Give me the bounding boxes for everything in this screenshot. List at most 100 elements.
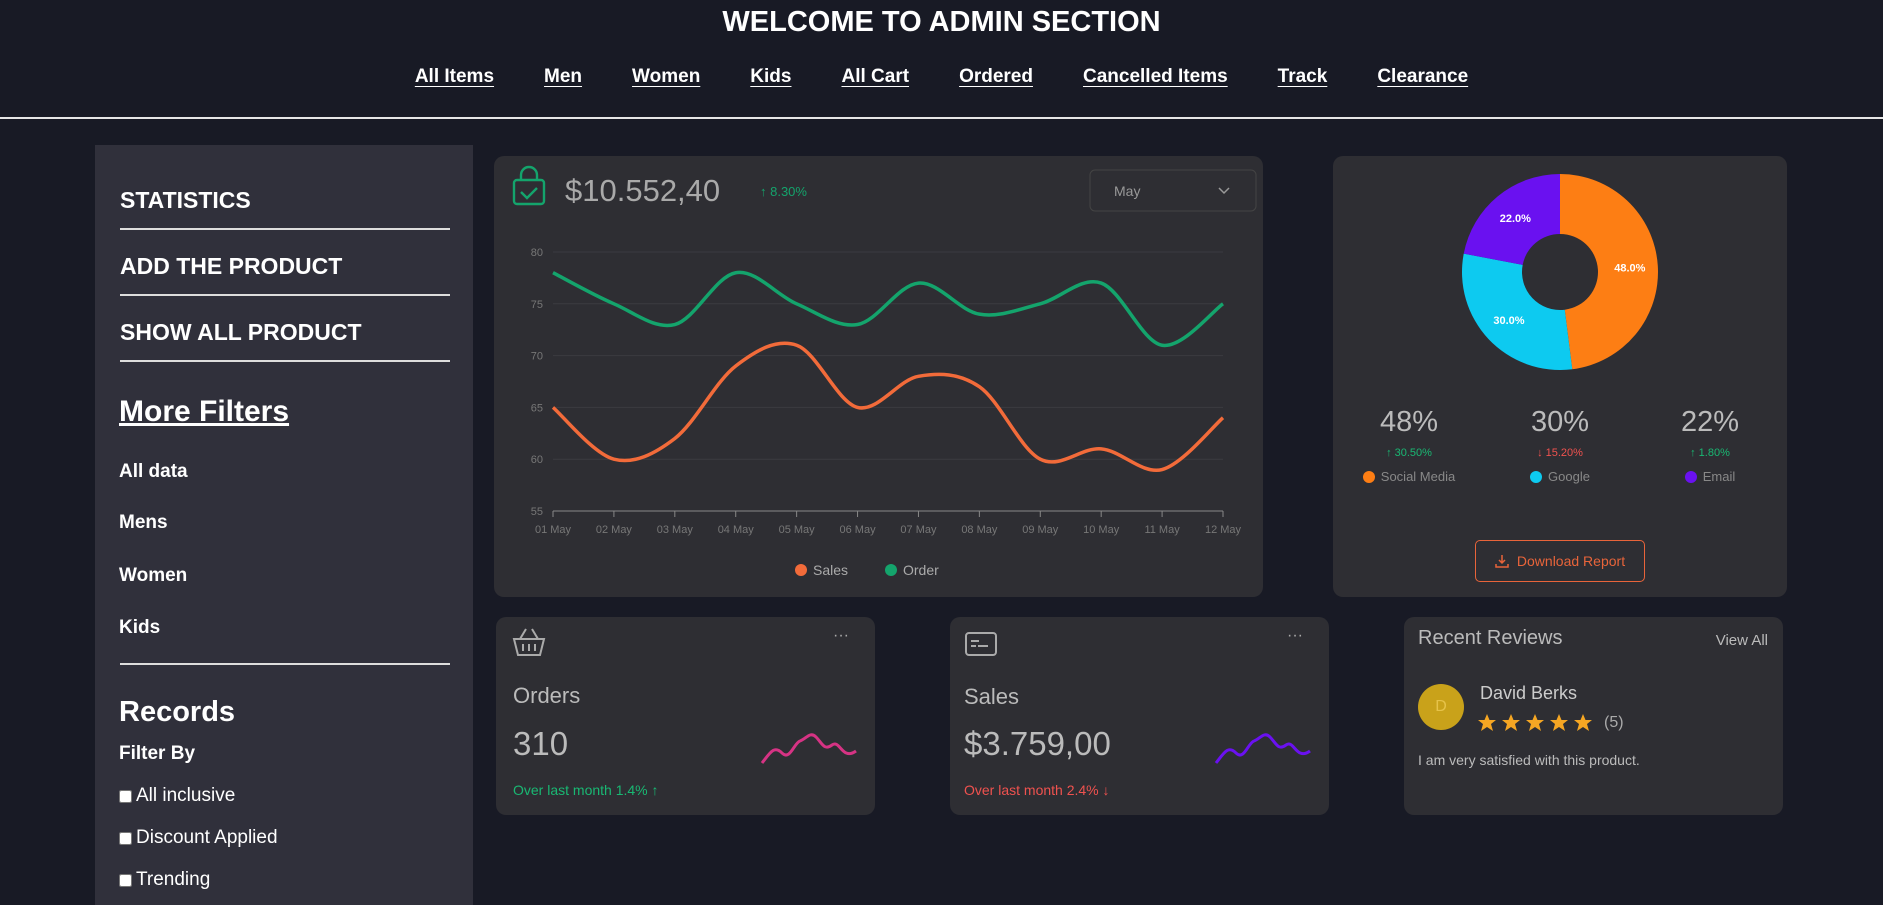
orders-card: ··· Orders 310 Over last month 1.4% ↑ — [496, 617, 875, 815]
period-select[interactable] — [1089, 169, 1257, 212]
legend-item: Google — [1485, 469, 1635, 484]
menu-link[interactable]: STATISTICS — [120, 187, 450, 230]
stat: 22% ↑ 1.80% Email — [1635, 406, 1785, 484]
card-title: Sales — [964, 684, 1020, 709]
bag-icon — [512, 165, 546, 206]
checkbox[interactable] — [119, 831, 132, 845]
pie-slice — [1462, 253, 1573, 370]
legend-dot — [795, 564, 807, 576]
legend-dot — [1530, 470, 1543, 483]
legend-dot — [1362, 470, 1375, 483]
option: All inclusive — [119, 785, 235, 807]
traffic-card: 48.0% 30.0% 22.0% 48% ↑ 30.50% Social Media 3… — [1333, 156, 1787, 597]
card-value: 310 — [513, 725, 569, 762]
filter-link[interactable]: Women — [119, 565, 188, 586]
checkbox[interactable] — [119, 789, 132, 803]
option-label: Trending — [136, 869, 211, 890]
button-label: Download Report — [1516, 553, 1626, 569]
stat-change: ↓ 15.20% — [1537, 447, 1583, 459]
card-value: $3.759,00 — [964, 725, 1111, 762]
y-tick-label: 75 — [531, 299, 543, 311]
pie-chart: 48.0% 30.0% 22.0% — [1462, 174, 1658, 370]
slice-label: 30.0% — [1493, 315, 1524, 327]
legend-dot — [885, 564, 897, 576]
slice-label: 48.0% — [1614, 263, 1645, 275]
x-tick-label: 07 May — [900, 524, 937, 536]
review-text: I am very satisfied with this product. — [1418, 752, 1640, 768]
sparkline — [1214, 733, 1311, 764]
download-icon — [1495, 555, 1509, 568]
x-tick-label: 05 May — [779, 524, 816, 536]
x-tick-label: 12 May — [1205, 524, 1242, 536]
sales-card: $10.552,40 ↑ 8.30% May 55 60 65 70 75 80 01 Ma… — [494, 156, 1263, 597]
avatar: D — [1418, 684, 1464, 730]
stat-share: 48% — [1379, 406, 1439, 438]
basket-icon — [512, 628, 546, 656]
reviewer-name: David Berks — [1480, 683, 1578, 703]
x-tick-label: 06 May — [840, 524, 877, 536]
reviews-title: Recent Reviews — [1418, 627, 1563, 649]
chevron — [1218, 187, 1230, 195]
x-tick-label: 03 May — [657, 524, 694, 536]
x-tick-label: 08 May — [961, 524, 998, 536]
x-tick-label: 11 May — [1144, 524, 1180, 536]
sparkline — [760, 733, 857, 764]
checkbox[interactable] — [119, 873, 132, 887]
x-tick-label: 09 May — [1022, 524, 1059, 536]
records-title: Records — [119, 696, 236, 728]
nav-link[interactable]: Track — [1277, 66, 1328, 87]
stat-share: 30% — [1530, 406, 1590, 438]
stat: 48% ↑ 30.50% Social Media — [1334, 406, 1484, 484]
more-button[interactable]: ··· — [833, 627, 849, 644]
option: Trending — [119, 869, 210, 891]
nav-link[interactable]: All Items — [414, 66, 495, 87]
nav-link[interactable]: Women — [632, 66, 701, 87]
nav-link[interactable]: Men — [544, 66, 583, 87]
option-label: All inclusive — [136, 785, 236, 806]
download-button[interactable]: Download Report — [1475, 540, 1645, 582]
y-tick-label: 55 — [531, 506, 543, 518]
period-value: May — [1114, 183, 1140, 199]
legend-label: Email — [1702, 469, 1736, 484]
y-tick-label: 80 — [531, 247, 543, 259]
menu-link[interactable]: ADD THE PRODUCT — [120, 253, 450, 296]
nav-link[interactable]: Clearance — [1377, 66, 1469, 87]
stat-change: ↑ 30.50% — [1386, 447, 1432, 459]
menu-link[interactable]: SHOW ALL PRODUCT — [120, 319, 450, 362]
nav-link[interactable]: Ordered — [959, 66, 1033, 87]
line-chart: $10.552,40 ↑ 8.30% May 55 60 65 70 75 80 01 Ma… — [512, 165, 1257, 578]
filter-link[interactable]: Mens — [119, 512, 168, 533]
y-tick-label: 70 — [531, 351, 543, 363]
sales-summary-card: ··· Sales $3.759,00 Over last month 2.4%… — [950, 617, 1329, 815]
card-title: Orders — [513, 683, 581, 708]
filter-link[interactable]: All data — [119, 461, 188, 482]
filters-title: More Filters — [119, 395, 290, 428]
y-tick-label: 60 — [531, 454, 543, 466]
legend-label: Order — [903, 562, 939, 578]
series-line — [552, 270, 1225, 347]
legend-label: Social Media — [1380, 469, 1456, 484]
page-title: WELCOME TO ADMIN SECTION — [722, 6, 1161, 38]
slice-label: 22.0% — [1500, 213, 1531, 225]
sidebar: STATISTICS ADD THE PRODUCT SHOW ALL PROD… — [95, 145, 473, 905]
revenue-change: ↑ 8.30% — [760, 184, 807, 199]
filter-link[interactable]: Kids — [119, 617, 161, 638]
stat-change: ↑ 1.80% — [1690, 447, 1730, 459]
nav-link[interactable]: Cancelled Items — [1082, 66, 1228, 87]
stat-share: 22% — [1680, 406, 1740, 438]
divider — [0, 117, 1883, 119]
nav-link[interactable]: Kids — [750, 66, 792, 87]
legend-dot — [1684, 470, 1697, 483]
stat: 30% ↓ 15.20% Google — [1485, 406, 1635, 484]
divider — [120, 663, 450, 665]
card-note: Over last month 1.4% ↑ — [513, 782, 659, 798]
pie-slice — [1560, 174, 1658, 370]
view-all[interactable]: View All — [1715, 632, 1768, 649]
pie-slice — [1463, 174, 1560, 265]
legend-item: Social Media — [1334, 469, 1484, 484]
legend-item: Email — [1635, 469, 1785, 484]
more-button[interactable]: ··· — [1287, 627, 1303, 644]
nav-link[interactable]: All Cart — [841, 66, 910, 87]
